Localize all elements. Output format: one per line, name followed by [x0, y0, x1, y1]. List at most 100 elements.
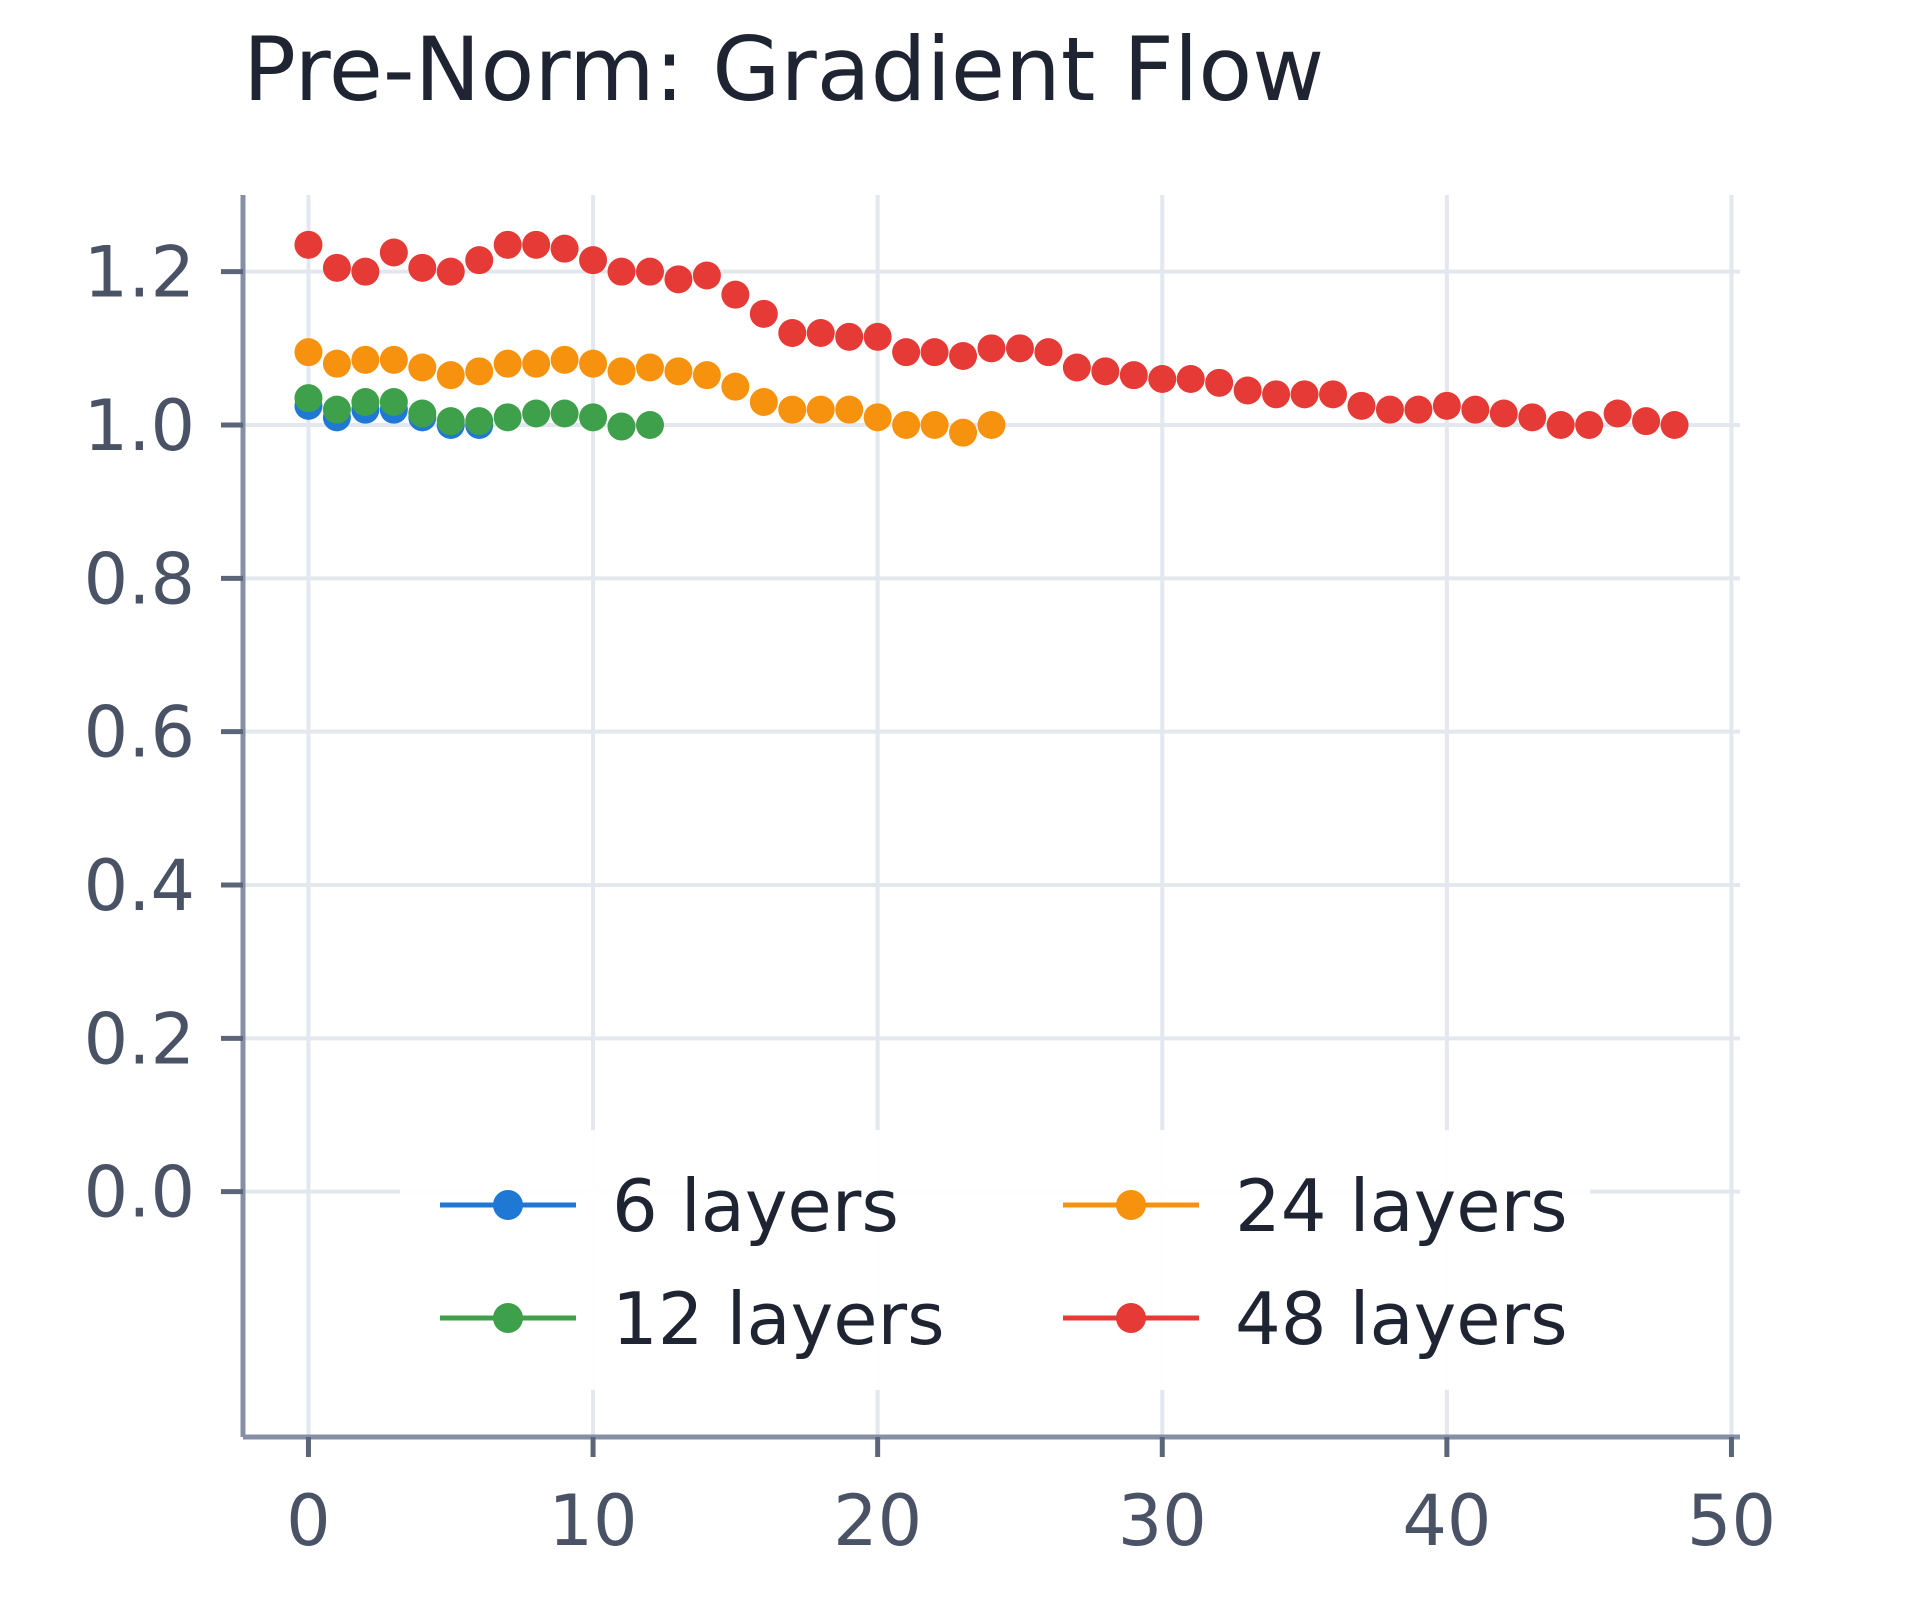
point-series-3-42: [1489, 399, 1518, 428]
legend-entry-3: 48 layers: [1063, 1277, 1568, 1361]
point-series-3-18: [806, 319, 835, 347]
point-series-3-27: [1062, 353, 1091, 382]
point-series-2-14: [692, 361, 721, 390]
series-marks: [294, 230, 1689, 447]
point-series-1-4: [408, 399, 437, 428]
point-series-3-21: [892, 338, 921, 367]
point-series-3-0: [294, 230, 323, 259]
point-series-2-2: [351, 345, 380, 374]
point-series-2-9: [550, 345, 579, 374]
point-series-1-11: [607, 412, 636, 441]
point-series-3-1: [322, 253, 351, 282]
point-series-3-6: [465, 246, 494, 275]
point-series-2-6: [465, 357, 494, 386]
point-series-2-19: [835, 395, 864, 424]
x-tick-label-0: 0: [286, 1480, 331, 1562]
point-series-1-3: [379, 388, 408, 416]
point-series-2-20: [863, 403, 892, 432]
point-series-1-0: [294, 384, 323, 413]
y-tick-label-1: 0.2: [84, 998, 195, 1080]
y-tick-label-4: 0.8: [84, 538, 195, 620]
point-series-2-23: [949, 418, 978, 447]
point-series-1-12: [635, 411, 664, 439]
point-series-2-8: [522, 349, 551, 378]
point-series-2-7: [493, 349, 522, 378]
point-series-1-10: [579, 403, 608, 432]
point-series-3-37: [1347, 391, 1376, 420]
point-series-3-29: [1119, 361, 1148, 390]
point-series-2-16: [749, 388, 778, 416]
point-series-2-15: [721, 372, 750, 401]
point-series-3-31: [1176, 365, 1205, 393]
point-series-3-45: [1575, 411, 1604, 439]
point-series-3-24: [977, 334, 1006, 363]
point-series-1-9: [550, 399, 579, 428]
point-series-3-47: [1632, 407, 1661, 436]
point-series-2-22: [920, 411, 949, 439]
y-tick-label-3: 0.6: [84, 692, 195, 774]
y-tick-label-0: 0.0: [84, 1152, 195, 1234]
x-tick-label-2: 20: [833, 1480, 922, 1562]
legend: 6 layers 12 layers 24 layers 48 layers: [400, 1130, 1590, 1390]
x-tick-label-5: 50: [1687, 1480, 1776, 1562]
legend-entry-0: 6 layers: [440, 1164, 899, 1248]
point-series-3-16: [749, 299, 778, 328]
point-series-3-35: [1290, 380, 1319, 409]
point-series-3-20: [863, 322, 892, 351]
legend-marker-1: [493, 1303, 523, 1333]
chart-title: Pre-Norm: Gradient Flow: [243, 18, 1324, 121]
point-series-3-41: [1461, 395, 1490, 424]
legend-marker-0: [493, 1190, 523, 1220]
point-series-2-1: [322, 349, 351, 378]
point-series-1-1: [322, 395, 351, 424]
point-series-3-39: [1404, 395, 1433, 424]
legend-entry-2: 24 layers: [1063, 1164, 1568, 1248]
point-series-1-7: [493, 403, 522, 432]
point-series-2-24: [977, 411, 1006, 439]
point-series-3-3: [379, 238, 408, 267]
point-series-2-10: [579, 349, 608, 378]
legend-entry-1: 12 layers: [440, 1277, 945, 1361]
point-series-3-13: [664, 265, 693, 294]
point-series-3-43: [1518, 403, 1547, 432]
x-tick-label-4: 40: [1402, 1480, 1491, 1562]
point-series-2-4: [408, 353, 437, 382]
legend-label-1: 12 layers: [612, 1277, 945, 1361]
legend-label-3: 48 layers: [1235, 1277, 1568, 1361]
x-tick-label-1: 10: [549, 1480, 638, 1562]
point-series-3-38: [1375, 395, 1404, 424]
point-series-3-5: [436, 257, 465, 286]
point-series-3-23: [949, 342, 978, 370]
point-series-1-2: [351, 388, 380, 416]
point-series-3-8: [522, 230, 551, 259]
point-series-2-0: [294, 338, 323, 367]
point-series-3-4: [408, 253, 437, 282]
point-series-3-14: [692, 261, 721, 290]
point-series-3-2: [351, 257, 380, 286]
point-series-3-22: [920, 338, 949, 367]
point-series-3-32: [1205, 368, 1234, 397]
y-tick-label-2: 0.4: [84, 845, 195, 927]
point-series-3-7: [493, 230, 522, 259]
point-series-3-44: [1546, 411, 1575, 439]
point-series-3-11: [607, 257, 636, 286]
legend-label-0: 6 layers: [612, 1164, 899, 1248]
point-series-2-17: [778, 395, 807, 424]
point-series-1-5: [436, 407, 465, 436]
legend-marker-2: [1116, 1190, 1146, 1220]
point-series-3-12: [635, 257, 664, 286]
point-series-3-17: [778, 319, 807, 347]
legend-label-2: 24 layers: [1235, 1164, 1568, 1248]
point-series-3-9: [550, 234, 579, 263]
point-series-1-8: [522, 399, 551, 428]
series-12-layers: [294, 384, 664, 441]
axes: 0 10 20 30 40 50 0.0 0.2 0.4 0.6 0.8 1.0 1.2: [84, 195, 1776, 1562]
point-series-3-10: [579, 246, 608, 275]
x-tick-label-3: 30: [1118, 1480, 1207, 1562]
point-series-3-46: [1603, 399, 1632, 428]
point-series-2-21: [892, 411, 921, 439]
point-series-1-6: [465, 407, 494, 436]
point-series-3-30: [1148, 365, 1177, 393]
legend-background: [400, 1130, 1590, 1390]
